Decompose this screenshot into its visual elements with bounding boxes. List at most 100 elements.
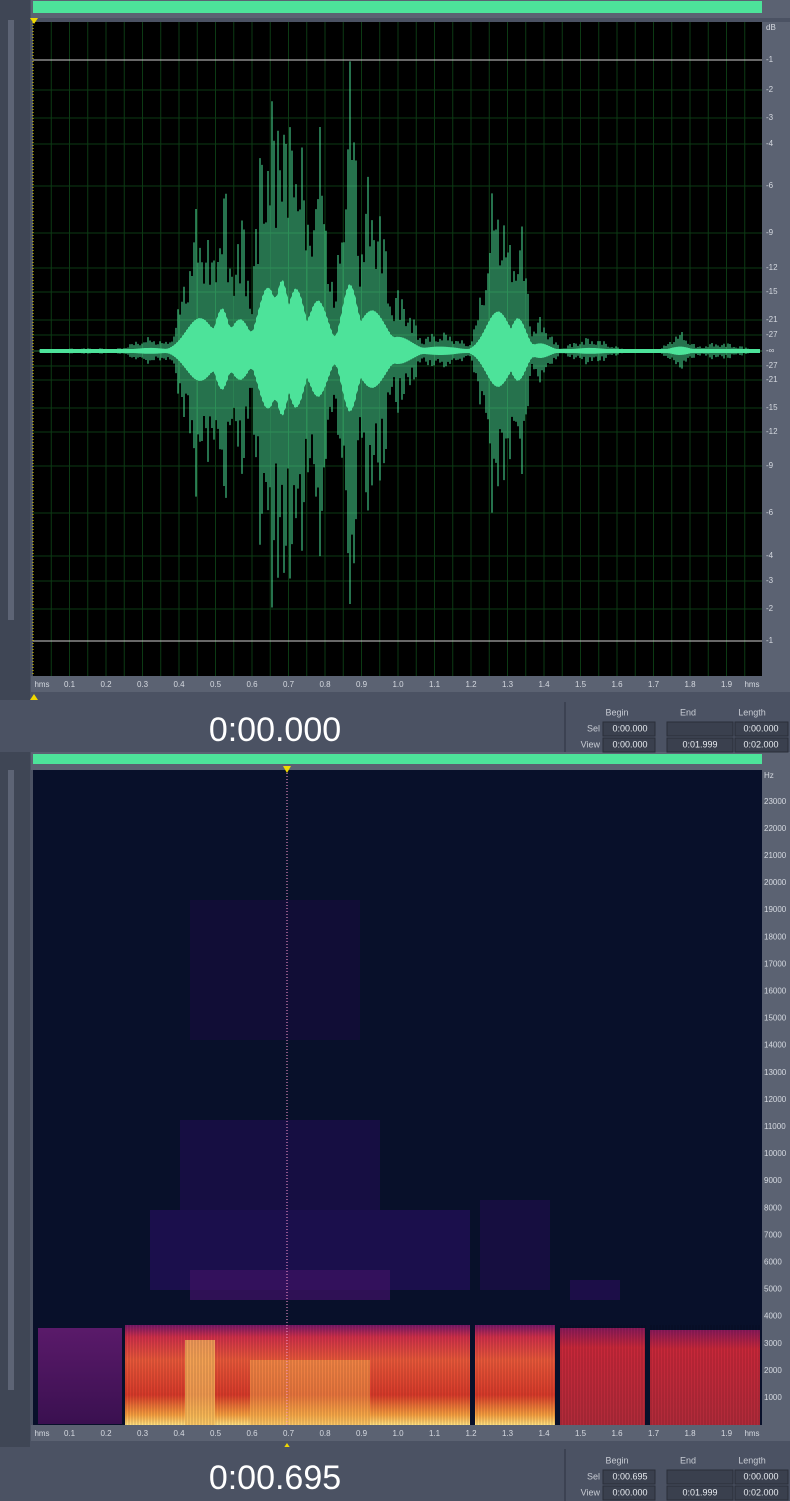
time-label: 1.2 xyxy=(465,1429,477,1438)
time-display: 0:00.695 xyxy=(209,1459,341,1497)
row-label: Sel xyxy=(587,723,600,733)
time-label: 0.5 xyxy=(210,1429,222,1438)
time-label: 0.9 xyxy=(356,680,368,689)
hz-label: 1000 xyxy=(764,1393,782,1402)
spectral-energy xyxy=(180,1120,380,1210)
value-field[interactable] xyxy=(602,737,656,753)
hz-label: 22000 xyxy=(764,824,787,833)
time-label: 0.4 xyxy=(173,680,185,689)
field-value: 0:00.000 xyxy=(743,723,778,733)
value-field[interactable] xyxy=(666,721,734,737)
value-field[interactable] xyxy=(666,737,734,753)
hz-label: 10000 xyxy=(764,1149,787,1158)
time-label: 1.1 xyxy=(429,1429,441,1438)
db-label: -21 xyxy=(766,315,778,324)
spectral-energy xyxy=(185,1340,215,1425)
time-label: 1.4 xyxy=(538,1429,550,1438)
column-header: Begin xyxy=(605,1455,628,1465)
spectral-energy xyxy=(650,1330,760,1425)
value-field[interactable] xyxy=(734,1485,789,1501)
hz-label: 13000 xyxy=(764,1068,787,1077)
value-field[interactable] xyxy=(666,1485,734,1501)
status-bar xyxy=(0,1447,790,1501)
spectral-energy xyxy=(38,1328,122,1424)
db-label: -6 xyxy=(766,508,774,517)
db-label: -15 xyxy=(766,287,778,296)
value-field[interactable] xyxy=(602,721,656,737)
time-label: 0.4 xyxy=(173,1429,185,1438)
time-label: 0.3 xyxy=(137,1429,149,1438)
side-scroll[interactable] xyxy=(8,770,14,1390)
db-label: -9 xyxy=(766,461,774,470)
spectral-area xyxy=(33,770,762,1425)
hz-label: 14000 xyxy=(764,1041,787,1050)
status-bar xyxy=(0,700,790,752)
overview-bar[interactable] xyxy=(33,1,762,13)
db-label: -6 xyxy=(766,181,774,190)
spectral-energy xyxy=(250,1360,370,1425)
hz-label: 5000 xyxy=(764,1285,782,1294)
value-field[interactable] xyxy=(734,1469,789,1485)
hz-label: 7000 xyxy=(764,1230,782,1239)
column-header: Length xyxy=(738,707,766,717)
time-label: 1.4 xyxy=(538,680,550,689)
hz-label: 23000 xyxy=(764,797,787,806)
time-label: 1.7 xyxy=(648,680,660,689)
db-label: dB xyxy=(766,23,776,32)
spectrogram xyxy=(38,900,760,1425)
side-scroll[interactable] xyxy=(8,20,14,620)
spectral-energy xyxy=(480,1200,550,1290)
waveform-body xyxy=(40,280,760,416)
db-label: -2 xyxy=(766,85,774,94)
time-label: 1.8 xyxy=(684,1429,696,1438)
time-display: 0:00.000 xyxy=(209,711,341,749)
field-value: 0:01.999 xyxy=(682,1487,717,1497)
hz-label: 18000 xyxy=(764,932,787,941)
time-label: 1.1 xyxy=(429,680,441,689)
hz-label: 20000 xyxy=(764,878,787,887)
db-label: -27 xyxy=(766,361,778,370)
hz-label: 4000 xyxy=(764,1312,782,1321)
time-label: 0.8 xyxy=(319,1429,331,1438)
db-ruler xyxy=(762,22,790,676)
hz-label: 8000 xyxy=(764,1203,782,1212)
spectral-energy xyxy=(475,1325,555,1425)
value-field[interactable] xyxy=(602,1485,656,1501)
column-header: Begin xyxy=(605,707,628,717)
value-field[interactable] xyxy=(734,737,789,753)
time-label: 1.5 xyxy=(575,680,587,689)
time-label: 1.5 xyxy=(575,1429,587,1438)
time-label: 0.2 xyxy=(100,1429,112,1438)
hz-label: 17000 xyxy=(764,959,787,968)
value-field[interactable] xyxy=(602,1469,656,1485)
column-header: Length xyxy=(738,1455,766,1465)
time-label: 0.7 xyxy=(283,1429,295,1438)
field-value: 0:02.000 xyxy=(743,739,778,749)
hz-label: 12000 xyxy=(764,1095,787,1104)
time-label: 0.1 xyxy=(64,680,76,689)
overview-bar[interactable] xyxy=(33,754,762,764)
hz-ruler xyxy=(762,770,790,1425)
cursor-marker[interactable] xyxy=(283,766,291,773)
cursor-marker[interactable] xyxy=(30,694,38,700)
hz-label: 6000 xyxy=(764,1258,782,1267)
field-value: 0:01.999 xyxy=(682,739,717,749)
hz-label: 2000 xyxy=(764,1366,782,1375)
time-label: 0.8 xyxy=(319,680,331,689)
row-label: Sel xyxy=(587,1471,600,1481)
hz-label: 15000 xyxy=(764,1014,787,1023)
hz-label: 19000 xyxy=(764,905,787,914)
spectral-energy xyxy=(560,1328,645,1425)
db-label: -15 xyxy=(766,403,778,412)
time-label: 1.9 xyxy=(721,680,733,689)
column-header: End xyxy=(680,1455,696,1465)
time-label: 1.2 xyxy=(465,680,477,689)
spectral-energy xyxy=(190,900,360,1040)
cursor-marker[interactable] xyxy=(30,18,38,24)
value-field[interactable] xyxy=(734,721,789,737)
db-label: -21 xyxy=(766,375,778,384)
time-label: 0.1 xyxy=(64,1429,76,1438)
value-field[interactable] xyxy=(666,1469,734,1485)
field-value: 0:00.000 xyxy=(612,1487,647,1497)
